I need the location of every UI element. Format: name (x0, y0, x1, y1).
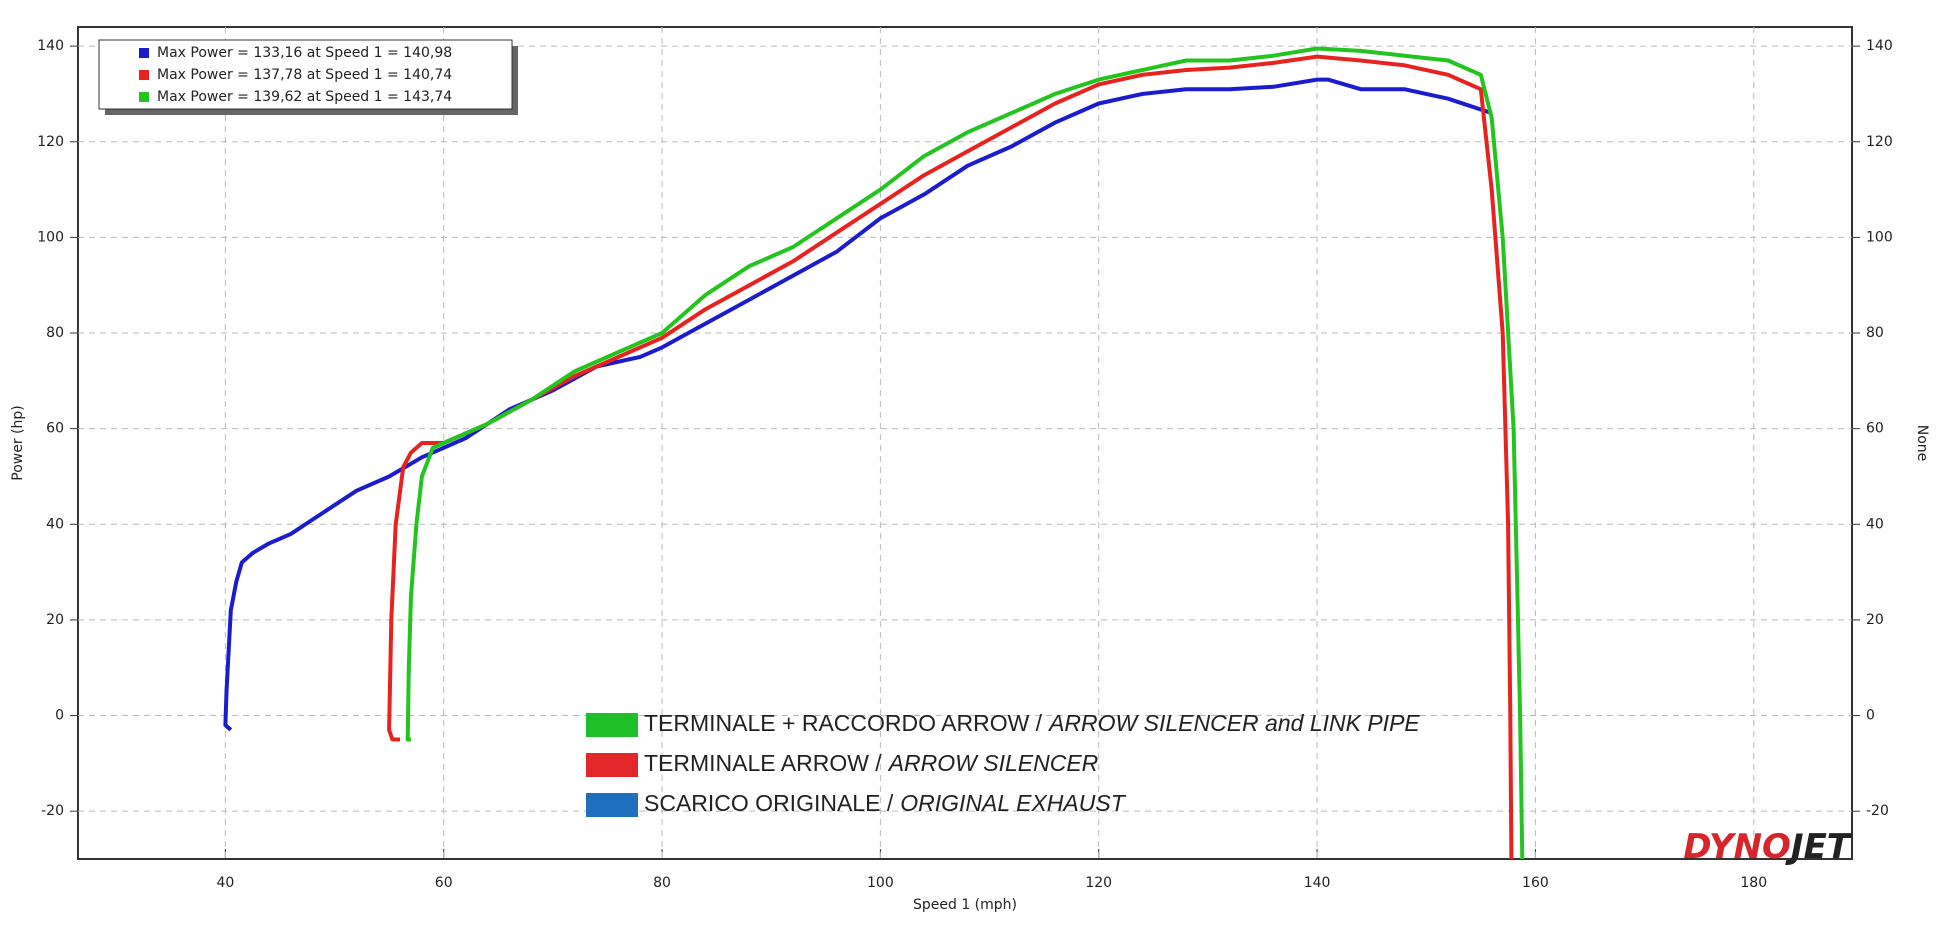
annotation: TERMINALE ARROW / ARROW SILENCER (644, 750, 1098, 776)
logo: DYNOJET (1683, 827, 1852, 867)
annotation-text: SCARICO ORIGINALE / (644, 790, 894, 816)
line (405, 46, 1525, 860)
y2-tick-label: 100 (1866, 229, 1893, 245)
annotation-swatch (586, 793, 638, 817)
x-tick-label: 100 (867, 875, 894, 891)
x-axis-title: Speed 1 (mph) (913, 897, 1017, 913)
y2-tick-label: 20 (1866, 612, 1884, 628)
y-tick-label: 80 (46, 325, 64, 341)
y-tick-label: 0 (55, 708, 64, 724)
y2-tick-label: 120 (1866, 134, 1893, 150)
x-tick-label: 140 (1304, 875, 1331, 891)
legend-swatch (139, 48, 149, 58)
legend-box (98, 39, 513, 110)
legend-swatch (139, 92, 149, 102)
annotation-text: TERMINALE ARROW / (644, 750, 882, 776)
annotation-swatch (586, 753, 638, 777)
y2-tick-label: 140 (1866, 38, 1893, 54)
legend-label: Max Power = 139,62 at Speed 1 = 143,74 (157, 89, 452, 105)
y-axis-title: Power (hp) (10, 405, 26, 480)
legend-label: Max Power = 133,16 at Speed 1 = 140,98 (157, 45, 452, 61)
y2-tick-label: -20 (1866, 803, 1889, 819)
y2-tick-label: 80 (1866, 325, 1884, 341)
x-tick-label: 40 (216, 875, 234, 891)
annotation-italic: ARROW SILENCER (887, 750, 1099, 776)
y-tick-label: 100 (37, 229, 64, 245)
y2-axis-title: None (1914, 425, 1930, 462)
y-tick-label: -20 (41, 803, 64, 819)
y2-tick-label: 60 (1866, 421, 1884, 437)
x-tick-label: 120 (1085, 875, 1112, 891)
logo-part: DYNO (1683, 827, 1791, 867)
y2-tick-label: 40 (1866, 516, 1884, 532)
y-tick-label: 40 (46, 516, 64, 532)
legend-swatch (139, 70, 149, 80)
legend-label: Max Power = 137,78 at Speed 1 = 140,74 (157, 67, 452, 83)
annotation-text: TERMINALE + RACCORDO ARROW / (644, 710, 1043, 736)
annotation: TERMINALE + RACCORDO ARROW / ARROW SILENC… (644, 710, 1420, 736)
x-tick-label: 80 (653, 875, 671, 891)
line (387, 54, 1514, 860)
legend: Max Power = 133,16 at Speed 1 = 140,98 Ma… (98, 39, 518, 115)
x-tick-label: 180 (1740, 875, 1767, 891)
y-tick-label: 20 (46, 612, 64, 628)
y-tick-label: 60 (46, 421, 64, 437)
y2-tick-label: 0 (1866, 708, 1875, 724)
line (223, 77, 1493, 732)
annotation: SCARICO ORIGINALE / ORIGINAL EXHAUST (644, 790, 1127, 816)
logo-part: JET (1785, 827, 1853, 867)
x-tick-label: 160 (1522, 875, 1549, 891)
annotation-swatch (586, 713, 638, 737)
y-tick-label: 140 (37, 38, 64, 54)
annotation-italic: ARROW SILENCER and LINK PIPE (1047, 710, 1420, 736)
annotation-italic: ORIGINAL EXHAUST (900, 790, 1126, 816)
y-tick-label: 120 (37, 134, 64, 150)
x-tick-label: 60 (435, 875, 453, 891)
